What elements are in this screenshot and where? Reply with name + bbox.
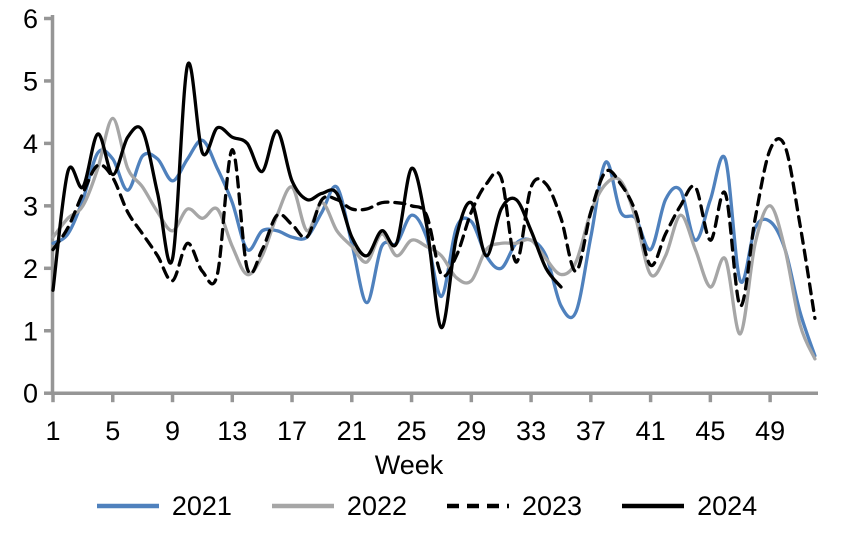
series-line-2022 xyxy=(51,116,817,361)
x-axis-title: Week xyxy=(374,450,444,480)
x-tick-label: 45 xyxy=(695,416,725,446)
series-line-2021 xyxy=(51,138,817,358)
legend: 2021 2022 2023 2024 xyxy=(0,491,852,521)
y-tick-label: 5 xyxy=(23,66,38,96)
legend-label-2022: 2022 xyxy=(346,491,407,521)
legend-item-2022: 2022 xyxy=(270,491,407,521)
x-tick-label: 29 xyxy=(456,416,486,446)
x-tick-label: 49 xyxy=(755,416,785,446)
series-line-2024 xyxy=(51,61,563,330)
x-tick-label: 17 xyxy=(277,416,307,446)
y-tick-label: 4 xyxy=(23,129,38,159)
series-line-2023 xyxy=(51,137,817,320)
x-tick-label: 25 xyxy=(397,416,427,446)
x-tick-label: 21 xyxy=(337,416,367,446)
legend-label-2024: 2024 xyxy=(697,491,758,521)
y-tick-label: 2 xyxy=(23,254,38,284)
legend-label-2021: 2021 xyxy=(171,491,232,521)
x-tick-label: 37 xyxy=(576,416,606,446)
y-tick-label: 6 xyxy=(23,4,38,34)
legend-label-2023: 2023 xyxy=(522,491,583,521)
legend-item-2024: 2024 xyxy=(620,491,757,521)
legend-swatch-2021 xyxy=(96,503,159,509)
legend-swatch-2024 xyxy=(622,503,685,509)
x-tick-label: 9 xyxy=(165,416,180,446)
legend-swatch-2022 xyxy=(271,503,334,509)
y-tick-label: 0 xyxy=(23,379,38,409)
x-tick-label: 13 xyxy=(217,416,247,446)
y-tick-label: 1 xyxy=(23,316,38,346)
legend-item-2023: 2023 xyxy=(445,491,582,521)
legend-item-2021: 2021 xyxy=(95,491,232,521)
x-tick-label: 41 xyxy=(636,416,666,446)
legend-swatch-2023 xyxy=(447,503,509,509)
x-tick-label: 33 xyxy=(516,416,546,446)
x-tick-label: 5 xyxy=(105,416,120,446)
x-tick-label: 1 xyxy=(45,416,60,446)
y-tick-label: 3 xyxy=(23,191,38,221)
